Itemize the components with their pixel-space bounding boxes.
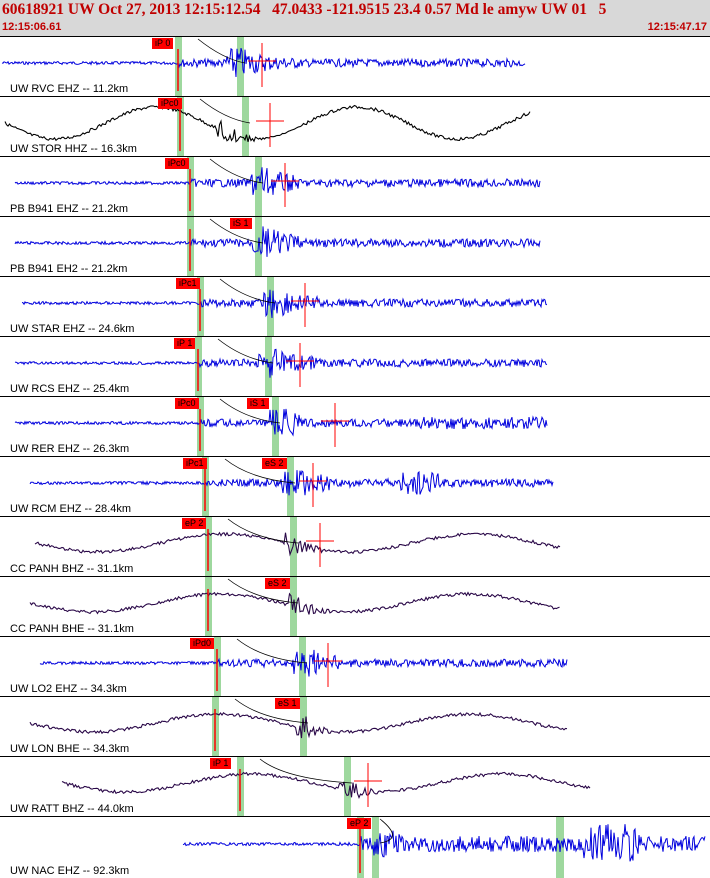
pick-window — [255, 157, 262, 216]
station-label: UW RCM EHZ -- 28.4km — [10, 503, 131, 515]
travel-time-curve — [227, 518, 299, 544]
travel-time-curve — [234, 698, 309, 724]
time-start: 12:15:06.61 — [2, 21, 62, 33]
station-label: CC PANH BHE -- 31.1km — [10, 623, 134, 635]
station-label: UW RER EHZ -- 26.3km — [10, 443, 130, 455]
waveform-plot — [29, 457, 554, 516]
pick-label[interactable]: iP 0 — [152, 38, 174, 49]
trace-panel[interactable]: iPc0 iS 1 UW RER EHZ -- 26.3km — [0, 396, 710, 456]
trace-panel[interactable]: eP 2 CC PANH BHZ -- 31.1km — [0, 516, 710, 576]
station-label: UW STOR HHZ -- 16.3km — [10, 143, 137, 155]
pick-window — [344, 757, 351, 816]
waveform-trace — [14, 348, 548, 378]
waveform-trace — [182, 824, 706, 862]
waveform-trace — [14, 167, 541, 195]
pick-label-s[interactable]: eS 2 — [262, 458, 287, 469]
event-title: 60618921 UW Oct 27, 2013 12:15:12.54 47.… — [2, 1, 607, 18]
trace-panel[interactable]: eS 1 UW LON BHE -- 34.3km — [0, 696, 710, 756]
pick-label[interactable]: iPc0 — [175, 398, 199, 409]
station-label: UW NAC EHZ -- 92.3km — [10, 865, 130, 877]
travel-time-curve — [219, 278, 276, 304]
waveform-trace — [1, 47, 526, 78]
waveform-trace — [34, 531, 561, 557]
waveform-plot — [14, 217, 541, 276]
pick-label[interactable]: iPc0 — [158, 98, 182, 109]
pick-label[interactable]: iPd0 — [190, 638, 215, 649]
travel-time-curve — [224, 458, 296, 484]
station-label: UW RATT BHZ -- 44.0km — [10, 803, 134, 815]
pick-label[interactable]: iP 1 — [210, 758, 232, 769]
station-label: CC PANH BHZ -- 31.1km — [10, 563, 134, 575]
trace-panel[interactable]: eS 2 CC PANH BHE -- 31.1km — [0, 576, 710, 636]
pick-window — [242, 97, 249, 156]
waveform-trace — [21, 289, 548, 319]
station-label: UW LON BHE -- 34.3km — [10, 743, 130, 755]
travel-time-curve — [259, 758, 353, 784]
trace-panel[interactable]: iPc1 UW STAR EHZ -- 24.6km — [0, 276, 710, 336]
pick-label[interactable]: iS 1 — [230, 218, 252, 229]
waveform-plot — [61, 757, 591, 816]
pick-window — [237, 37, 244, 96]
pick-label-s[interactable]: iS 1 — [247, 398, 269, 409]
waveform-trace — [39, 649, 568, 677]
travel-time-curve — [236, 638, 308, 664]
pick-window — [299, 637, 306, 696]
trace-panel[interactable]: iS 1 PB B941 EH2 -- 21.2km — [0, 216, 710, 276]
waveform-plot — [14, 337, 548, 396]
trace-panel[interactable]: iP 1 UW RCS EHZ -- 25.4km — [0, 336, 710, 396]
trace-panels: iP 0 UW RVC EHZ -- 11.2km iPc0 UW STOR H… — [0, 36, 710, 878]
trace-panel[interactable]: eP 2 UW NAC EHZ -- 92.3km — [0, 816, 710, 878]
waveform-plot — [29, 697, 568, 756]
station-label: UW RVC EHZ -- 11.2km — [10, 83, 129, 95]
waveform-trace — [14, 226, 541, 257]
travel-time-curve — [199, 98, 251, 124]
waveform-plot — [4, 97, 531, 156]
station-label: UW RCS EHZ -- 25.4km — [10, 383, 130, 395]
station-label: PB B941 EH2 -- 21.2km — [10, 263, 128, 275]
trace-panel[interactable]: iP 0 UW RVC EHZ -- 11.2km — [0, 36, 710, 96]
trace-panel[interactable]: iPc0 UW STOR HHZ -- 16.3km — [0, 96, 710, 156]
waveform-plot — [1, 37, 526, 96]
travel-time-curve — [379, 818, 393, 844]
waveform-trace — [29, 711, 568, 739]
travel-time-curve — [227, 578, 299, 604]
waveform-plot — [182, 817, 706, 878]
trace-panel[interactable]: iPd0 UW LO2 EHZ -- 34.3km — [0, 636, 710, 696]
time-end: 12:15:47.17 — [647, 21, 707, 33]
pick-label[interactable]: eS 2 — [265, 578, 290, 589]
pick-label[interactable]: iP 1 — [174, 338, 196, 349]
pick-window — [287, 457, 294, 516]
waveform-plot — [34, 517, 561, 576]
pick-label[interactable]: eS 1 — [275, 698, 300, 709]
waveform-plot — [14, 157, 541, 216]
waveform-plot — [39, 637, 568, 696]
trace-panel[interactable]: iPc1 eS 2 UW RCM EHZ -- 28.4km — [0, 456, 710, 516]
pick-label[interactable]: iPc1 — [183, 458, 207, 469]
pick-label[interactable]: iPc1 — [176, 278, 200, 289]
waveform-plot — [14, 397, 548, 456]
waveform-plot — [21, 277, 548, 336]
waveform-trace — [61, 771, 591, 799]
travel-time-curve — [197, 38, 246, 64]
station-label: PB B941 EHZ -- 21.2km — [10, 203, 128, 215]
waveform-trace — [4, 104, 531, 143]
trace-panel[interactable]: iPc0 PB B941 EHZ -- 21.2km — [0, 156, 710, 216]
travel-time-curve — [209, 218, 264, 244]
waveform-trace — [29, 591, 560, 615]
pick-label[interactable]: eP 2 — [182, 518, 207, 529]
pick-label[interactable]: iPc0 — [165, 158, 189, 169]
travel-time-curve — [209, 158, 264, 184]
travel-time-curve — [219, 398, 281, 424]
waveform-plot — [29, 577, 560, 636]
travel-time-curve — [217, 338, 274, 364]
trace-panel[interactable]: iP 1 UW RATT BHZ -- 44.0km — [0, 756, 710, 816]
pick-label[interactable]: eP 2 — [347, 818, 372, 829]
station-label: UW LO2 EHZ -- 34.3km — [10, 683, 127, 695]
station-label: UW STAR EHZ -- 24.6km — [10, 323, 135, 335]
event-header: 60618921 UW Oct 27, 2013 12:15:12.54 47.… — [0, 0, 710, 36]
waveform-trace — [14, 408, 548, 437]
